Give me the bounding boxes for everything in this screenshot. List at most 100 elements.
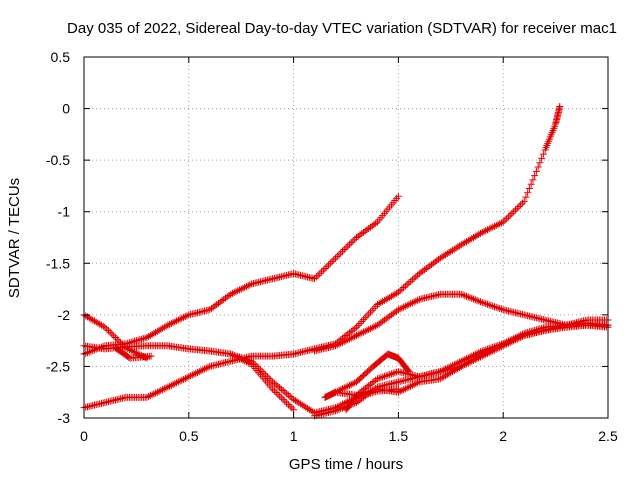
data-point — [366, 325, 374, 333]
data-point — [328, 258, 336, 266]
data-point — [414, 379, 422, 387]
data-point — [183, 374, 191, 382]
data-point — [256, 366, 264, 374]
data-point — [244, 356, 252, 364]
data-point — [276, 392, 284, 400]
data-point — [359, 389, 367, 397]
data-point — [556, 103, 564, 111]
data-point — [510, 208, 518, 216]
data-point — [499, 218, 507, 226]
data-point — [394, 288, 402, 296]
x-tick-label: 0 — [80, 428, 88, 444]
data-point — [496, 220, 504, 228]
data-point — [490, 344, 498, 352]
data-point — [489, 302, 497, 310]
data-point — [400, 386, 408, 394]
data-point — [356, 330, 364, 338]
data-point — [339, 385, 347, 393]
data-point — [487, 301, 495, 309]
data-point — [258, 368, 266, 376]
data-point — [199, 366, 207, 374]
data-point — [352, 391, 360, 399]
data-point — [480, 299, 488, 307]
data-point — [342, 383, 350, 391]
data-point — [511, 335, 519, 343]
data-point — [396, 387, 404, 395]
data-point — [387, 370, 395, 378]
data-point — [148, 391, 156, 399]
data-point — [253, 362, 261, 370]
data-point — [125, 353, 133, 361]
data-point — [492, 221, 500, 229]
data-point — [269, 378, 277, 386]
data-point — [407, 300, 415, 308]
data-point — [204, 363, 212, 371]
data-point — [503, 338, 511, 346]
data-point — [365, 388, 373, 396]
data-point — [83, 349, 91, 357]
data-point — [232, 352, 240, 360]
chart-title: Day 035 of 2022, Sidereal Day-to-day VTE… — [67, 20, 617, 37]
data-point — [386, 371, 394, 379]
data-point — [349, 237, 357, 245]
data-point — [398, 304, 406, 312]
data-point — [227, 350, 235, 358]
data-point — [359, 316, 367, 324]
data-point — [351, 235, 359, 243]
data-point — [230, 351, 238, 359]
data-point — [155, 387, 163, 395]
data-point — [412, 297, 420, 305]
data-point — [173, 317, 181, 325]
data-point — [255, 364, 263, 372]
data-point — [401, 282, 409, 290]
data-point — [359, 328, 367, 336]
data-point — [405, 383, 413, 391]
data-point — [201, 365, 209, 373]
data-point — [335, 251, 343, 259]
data-point — [82, 349, 90, 357]
data-point — [242, 355, 250, 363]
data-point — [508, 209, 516, 217]
data-point — [373, 375, 381, 383]
data-point — [363, 326, 371, 334]
data-point — [274, 390, 282, 398]
data-point — [534, 163, 542, 171]
data-point — [166, 320, 174, 328]
data-point — [513, 334, 521, 342]
data-point — [239, 354, 247, 362]
data-point — [356, 390, 364, 398]
data-point — [375, 374, 383, 382]
y-tick-label: 0.5 — [51, 49, 71, 65]
series-track-11 — [321, 350, 413, 401]
data-point — [110, 332, 118, 340]
data-point — [286, 393, 294, 401]
data-point — [249, 359, 257, 367]
data-point — [232, 288, 240, 296]
data-point — [108, 330, 116, 338]
data-point — [351, 332, 359, 340]
data-point — [497, 305, 505, 313]
data-point — [332, 407, 340, 415]
data-point — [272, 389, 280, 397]
data-point — [482, 348, 490, 356]
data-point — [316, 270, 324, 278]
data-point — [349, 380, 357, 388]
data-point — [111, 334, 119, 342]
data-point — [494, 221, 502, 229]
data-point — [410, 380, 418, 388]
data-point — [405, 279, 413, 287]
data-point — [482, 227, 490, 235]
data-point — [265, 374, 273, 382]
data-point — [281, 388, 289, 396]
data-point — [344, 336, 352, 344]
data-point — [396, 305, 404, 313]
data-point — [414, 271, 422, 279]
data-point — [389, 369, 397, 377]
data-point — [272, 381, 280, 389]
data-point — [342, 337, 350, 345]
data-point — [228, 289, 236, 297]
data-point — [277, 385, 285, 393]
data-point — [511, 206, 519, 214]
data-point — [513, 204, 521, 212]
data-point — [358, 390, 366, 398]
